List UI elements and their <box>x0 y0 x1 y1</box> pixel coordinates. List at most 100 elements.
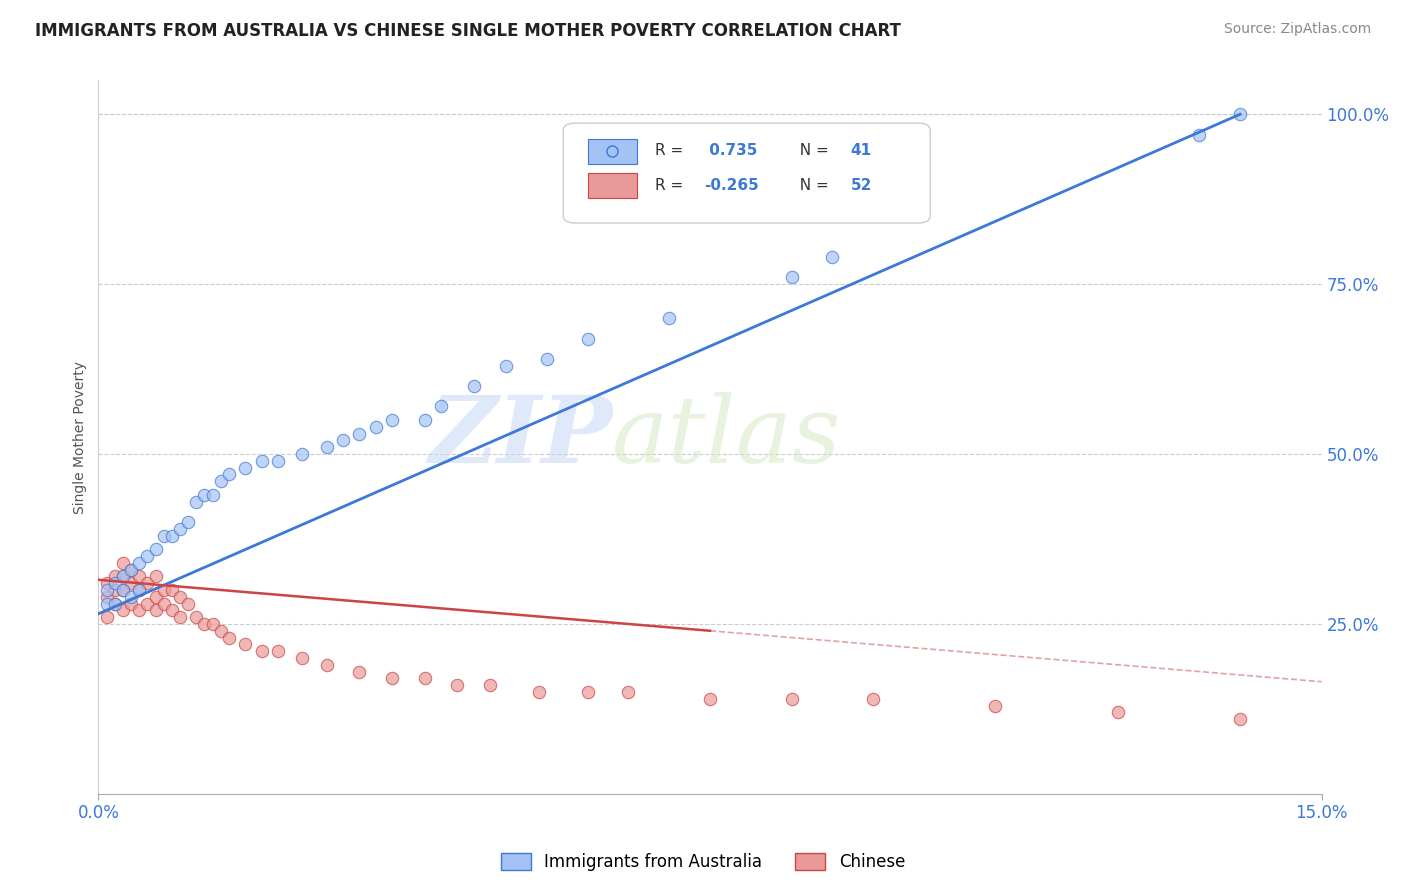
Text: Source: ZipAtlas.com: Source: ZipAtlas.com <box>1223 22 1371 37</box>
Point <box>111 582 134 597</box>
Point <box>617 685 640 699</box>
Point <box>250 644 273 658</box>
Point <box>152 582 174 597</box>
Point <box>658 311 681 326</box>
Text: R =: R = <box>655 144 688 159</box>
Point <box>332 434 354 448</box>
Point <box>576 685 599 699</box>
Point <box>145 569 167 583</box>
Point <box>160 582 183 597</box>
Text: atlas: atlas <box>612 392 842 482</box>
Point <box>152 528 174 542</box>
Point <box>463 379 485 393</box>
Point <box>111 569 134 583</box>
Point <box>120 597 142 611</box>
Point <box>1229 712 1251 726</box>
Point <box>104 597 127 611</box>
Point <box>169 522 191 536</box>
Point <box>111 582 134 597</box>
Text: IMMIGRANTS FROM AUSTRALIA VS CHINESE SINGLE MOTHER POVERTY CORRELATION CHART: IMMIGRANTS FROM AUSTRALIA VS CHINESE SIN… <box>35 22 901 40</box>
Point <box>111 556 134 570</box>
Point <box>104 569 127 583</box>
Point <box>862 691 884 706</box>
Point <box>193 617 215 632</box>
Point <box>96 597 118 611</box>
Point <box>364 420 387 434</box>
Point <box>96 582 118 597</box>
Point <box>120 563 142 577</box>
FancyBboxPatch shape <box>564 123 931 223</box>
Point <box>495 359 517 373</box>
Point <box>209 624 232 638</box>
Point <box>250 454 273 468</box>
Point <box>177 515 200 529</box>
Point <box>169 590 191 604</box>
Point <box>218 467 240 482</box>
Point <box>177 597 200 611</box>
Point <box>120 563 142 577</box>
Point <box>218 631 240 645</box>
Text: ZIP: ZIP <box>427 392 612 482</box>
Point <box>145 603 167 617</box>
Point <box>128 603 150 617</box>
Point <box>430 400 453 414</box>
Point <box>291 447 314 461</box>
Point <box>780 270 803 285</box>
Point <box>1188 128 1211 142</box>
Point <box>120 590 142 604</box>
Point <box>104 597 127 611</box>
Point <box>413 413 436 427</box>
Point <box>96 610 118 624</box>
Point <box>128 582 150 597</box>
Bar <box>588 139 637 164</box>
Point <box>160 603 183 617</box>
Point <box>152 597 174 611</box>
Point <box>169 610 191 624</box>
Bar <box>588 173 637 198</box>
Point <box>111 603 134 617</box>
Text: N =: N = <box>790 144 834 159</box>
Point <box>186 610 208 624</box>
Point <box>136 597 159 611</box>
Y-axis label: Single Mother Poverty: Single Mother Poverty <box>73 360 87 514</box>
Point <box>536 351 558 366</box>
Point <box>413 671 436 685</box>
Point <box>315 657 337 672</box>
Point <box>291 651 314 665</box>
Point <box>201 617 224 632</box>
Text: -0.265: -0.265 <box>704 178 759 193</box>
Point <box>233 637 256 651</box>
Point <box>128 582 150 597</box>
Point <box>201 488 224 502</box>
Point <box>699 691 721 706</box>
Point <box>446 678 468 692</box>
Point <box>527 685 550 699</box>
Point <box>145 542 167 557</box>
Text: 52: 52 <box>851 178 872 193</box>
Point <box>1229 107 1251 121</box>
Point <box>576 332 599 346</box>
Point <box>780 691 803 706</box>
Point <box>984 698 1007 713</box>
Point <box>267 454 290 468</box>
Point <box>821 250 844 264</box>
Text: 41: 41 <box>851 144 872 159</box>
Point <box>186 494 208 508</box>
Point <box>111 569 134 583</box>
Point <box>96 576 118 591</box>
Point <box>136 549 159 563</box>
Point <box>1107 706 1129 720</box>
Point <box>136 576 159 591</box>
Point <box>128 569 150 583</box>
Point <box>120 576 142 591</box>
Point <box>349 426 371 441</box>
Point <box>381 413 404 427</box>
Point <box>104 576 127 591</box>
Point <box>160 528 183 542</box>
Point <box>193 488 215 502</box>
Point <box>96 590 118 604</box>
Point <box>267 644 290 658</box>
Text: 0.735: 0.735 <box>704 144 758 159</box>
Text: N =: N = <box>790 178 834 193</box>
Point <box>233 460 256 475</box>
